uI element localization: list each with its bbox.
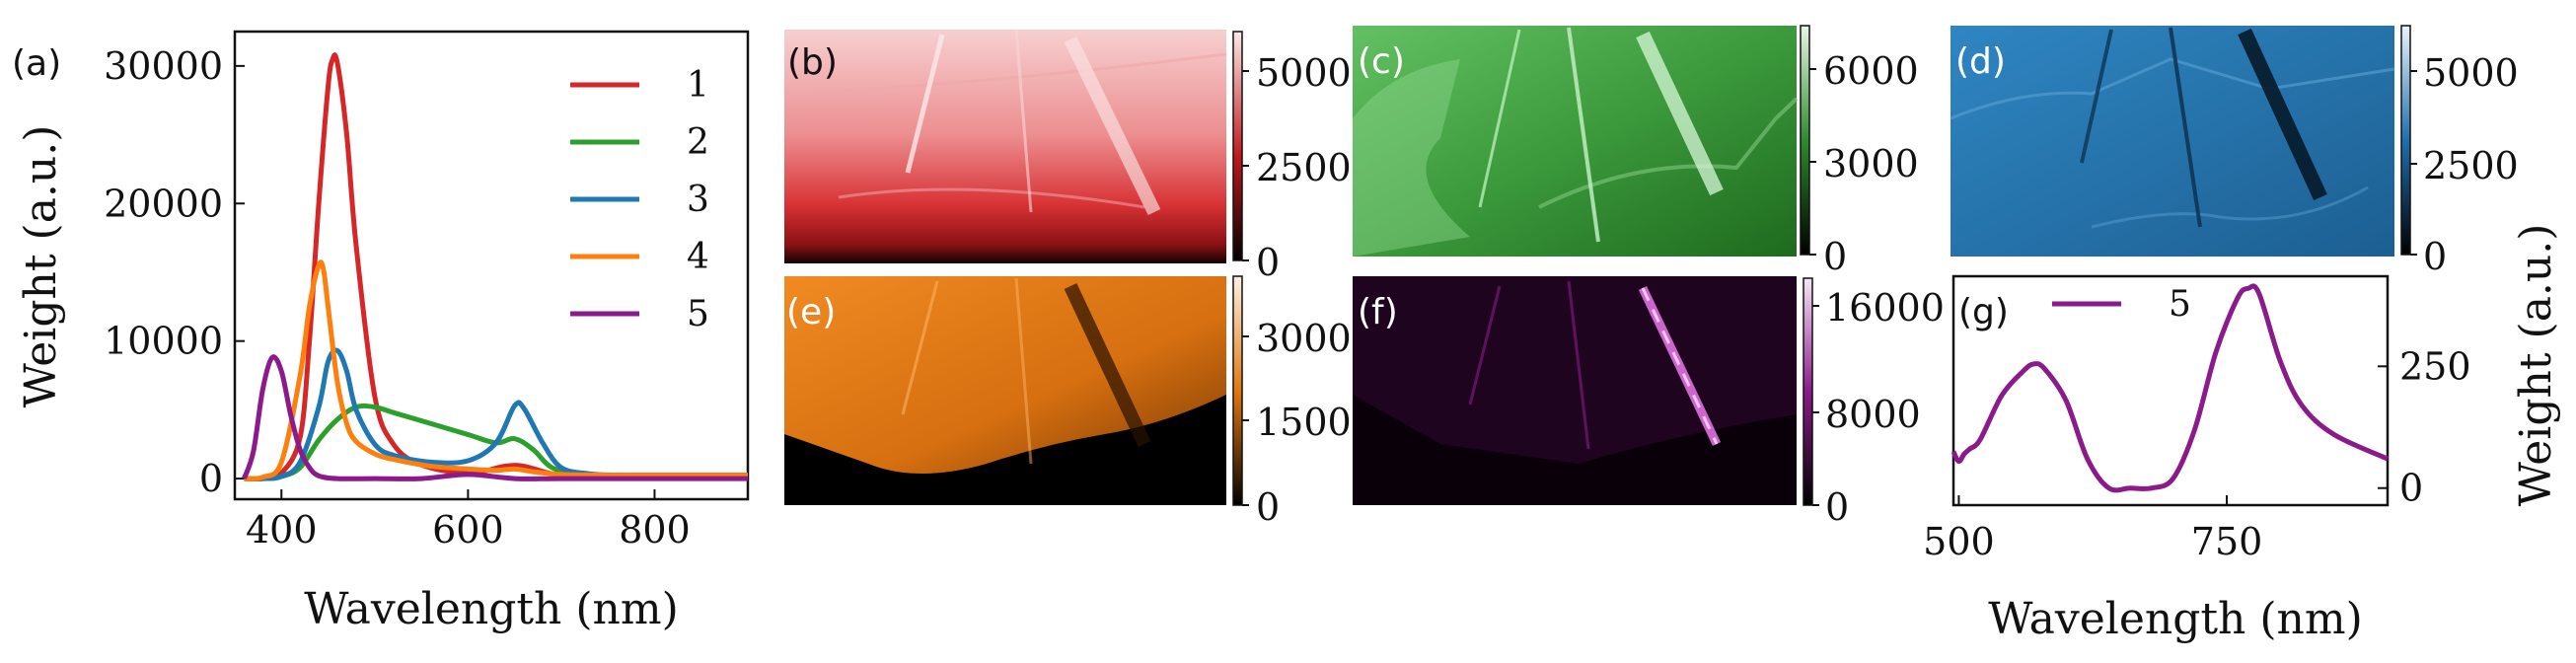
map-c-colorbar (1800, 25, 1810, 256)
map-e-cbar-tick-2: 3000 (1256, 317, 1352, 360)
map-d-cbar-tick-0: 0 (2423, 235, 2447, 278)
panel-a-series (242, 52, 748, 481)
panel-a-xlabel: Wavelength (nm) (304, 584, 679, 634)
x-tick-label: 800 (619, 508, 691, 552)
y-tick-label: 30000 (104, 44, 223, 88)
panel-label-d: (d) (1955, 41, 2006, 82)
map-f-cbar-tick-2: 16000 (1825, 286, 1945, 330)
map-f-colorbar (1803, 277, 1813, 506)
x-tick-label: 600 (432, 508, 504, 552)
panel-label-e: (e) (786, 292, 836, 332)
map-d-blue: (d) 0 2500 5000 (1950, 25, 2519, 278)
panel-g-line-chart: (g) 500 750 0 250 5 Wavelength (nm) Weight … (1923, 224, 2561, 644)
map-d-cbar-tick-2: 5000 (2423, 51, 2519, 95)
panel-label-c: (c) (1358, 41, 1405, 82)
map-f-purple: (f) 0 8000 16000 (1353, 276, 1945, 529)
panel-label-a: (a) (12, 43, 61, 84)
x-tick-label: 400 (246, 508, 318, 552)
map-c-cbar-tick-1: 3000 (1823, 142, 1919, 185)
series-line-3 (244, 347, 748, 481)
map-e-cbar-tick-1: 1500 (1256, 401, 1352, 444)
legend-label-2: 2 (687, 122, 709, 163)
y-tick-label: 250 (2399, 344, 2471, 388)
series-line-4 (244, 259, 748, 481)
panel-label-f: (f) (1358, 292, 1398, 332)
panel-label-g: (g) (1958, 292, 2009, 332)
panel-a-frame (233, 30, 750, 501)
y-tick-label: 0 (199, 457, 223, 500)
panel-g-frame (1951, 274, 2390, 507)
panel-a-ticks: 400 600 800 0 10000 20000 30000 (104, 44, 691, 552)
y-tick-label: 0 (2399, 467, 2423, 510)
map-b-image (784, 30, 1226, 263)
panel-g-xlabel: Wavelength (nm) (1988, 594, 2363, 644)
panel-a-line-chart: (a) 400 600 800 0 10000 20000 30000 1 2 3 4 5 Wave… (12, 30, 750, 634)
map-f-cbar-tick-1: 8000 (1825, 393, 1921, 436)
panel-g-legend: 5 (2052, 284, 2191, 325)
map-e-cbar-tick-0: 0 (1256, 485, 1280, 529)
legend-label-3: 3 (687, 180, 709, 220)
panel-a-ylabel: Weight (a.u.) (16, 125, 66, 408)
series-line-5 (1950, 283, 2390, 493)
panel-g-series (1950, 283, 2390, 493)
map-b-cbar-tick-0: 0 (1256, 241, 1280, 284)
map-b-cbar-tick-2: 5000 (1256, 51, 1352, 95)
map-e-colorbar (1232, 275, 1243, 506)
map-e-orange: (e) 0 1500 3000 (784, 275, 1352, 529)
map-c-cbar-tick-2: 6000 (1823, 49, 1919, 93)
x-tick-label: 750 (2191, 520, 2263, 563)
map-d-cbar-tick-1: 2500 (2423, 144, 2519, 187)
panel-label-b: (b) (787, 42, 838, 83)
panel-a-legend: 1 2 3 4 5 (570, 65, 709, 334)
map-b-red: (b) 0 2500 5000 (783, 29, 1352, 284)
y-tick-label: 10000 (104, 320, 223, 363)
y-tick-label: 20000 (104, 182, 223, 225)
panel-g-ticks: 500 750 0 250 (1923, 344, 2470, 563)
panel-g-ylabel: Weight (a.u.) (2511, 224, 2561, 507)
map-c-cbar-tick-0: 0 (1823, 235, 1847, 278)
map-f-cbar-tick-0: 0 (1825, 485, 1849, 529)
legend-label-5: 5 (2169, 284, 2191, 325)
map-c-green: (c) 0 3000 6000 (1353, 25, 1919, 278)
map-b-cbar-tick-1: 2500 (1256, 146, 1352, 189)
map-d-image (1950, 26, 2394, 257)
x-tick-label: 500 (1923, 520, 1995, 563)
legend-label-4: 4 (687, 237, 709, 277)
legend-label-5: 5 (687, 294, 709, 334)
map-d-colorbar (2400, 25, 2411, 256)
series-line-5 (242, 354, 748, 481)
map-b-colorbar (1232, 31, 1243, 261)
legend-label-1: 1 (687, 65, 709, 106)
